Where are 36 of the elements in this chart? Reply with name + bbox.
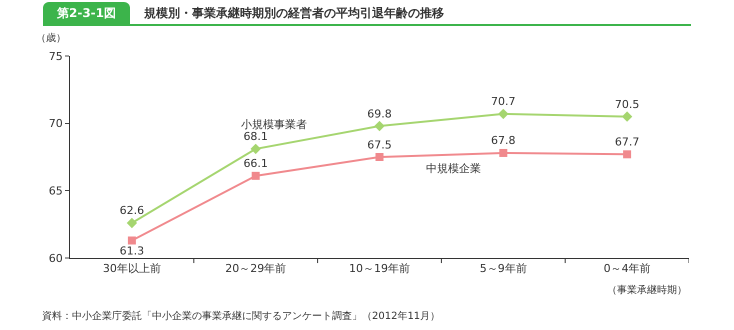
x-tick-label: 5～9年前	[480, 262, 527, 276]
point	[374, 120, 385, 132]
data-label: 67.8	[491, 134, 516, 148]
data-label: 62.6	[120, 204, 144, 218]
data-label: 70.7	[491, 95, 516, 108]
data-label: 67.7	[614, 136, 640, 149]
point	[126, 218, 138, 228]
point	[622, 111, 632, 122]
y-tick-label: 65	[48, 184, 63, 198]
data-label: 68.1	[243, 130, 268, 144]
data-label: 70.5	[614, 98, 640, 111]
point	[499, 148, 508, 157]
series-label: 小規模事業者	[241, 118, 307, 131]
point	[376, 153, 384, 161]
x-tick-label: 0～4年前	[604, 262, 651, 276]
y-tick-label: 75	[48, 50, 63, 63]
data-label: 61.3	[120, 244, 144, 258]
x-axis-title: （事業承継時期）	[607, 284, 687, 296]
chart-title: 第2-3-1図	[43, 2, 130, 24]
point	[128, 236, 136, 244]
y-axis-title: （歳）	[36, 32, 66, 44]
text: 資料：中小企業庁委託「中小企業の事業承継に関するアンケート調査」（2012年11月）	[42, 310, 440, 322]
x-tick-label: 20～29年前	[225, 262, 286, 276]
x-tick-label: 30年以上前	[102, 262, 161, 276]
series-label: 中規模企業	[426, 162, 481, 175]
y-tick-label: 60	[48, 252, 63, 265]
chart-subtitle: 規模別・事業承継時期別の経営者の平均引退年齢の推移	[144, 4, 444, 22]
y-tick-label: 70	[48, 117, 63, 130]
x-tick-label: 10～19年前	[349, 262, 410, 276]
data-label: 69.8	[367, 107, 392, 120]
point	[250, 144, 261, 154]
point	[498, 108, 508, 120]
data-label: 67.5	[367, 138, 392, 152]
data-label: 66.1	[243, 157, 268, 170]
point	[252, 172, 260, 180]
point	[623, 150, 632, 158]
